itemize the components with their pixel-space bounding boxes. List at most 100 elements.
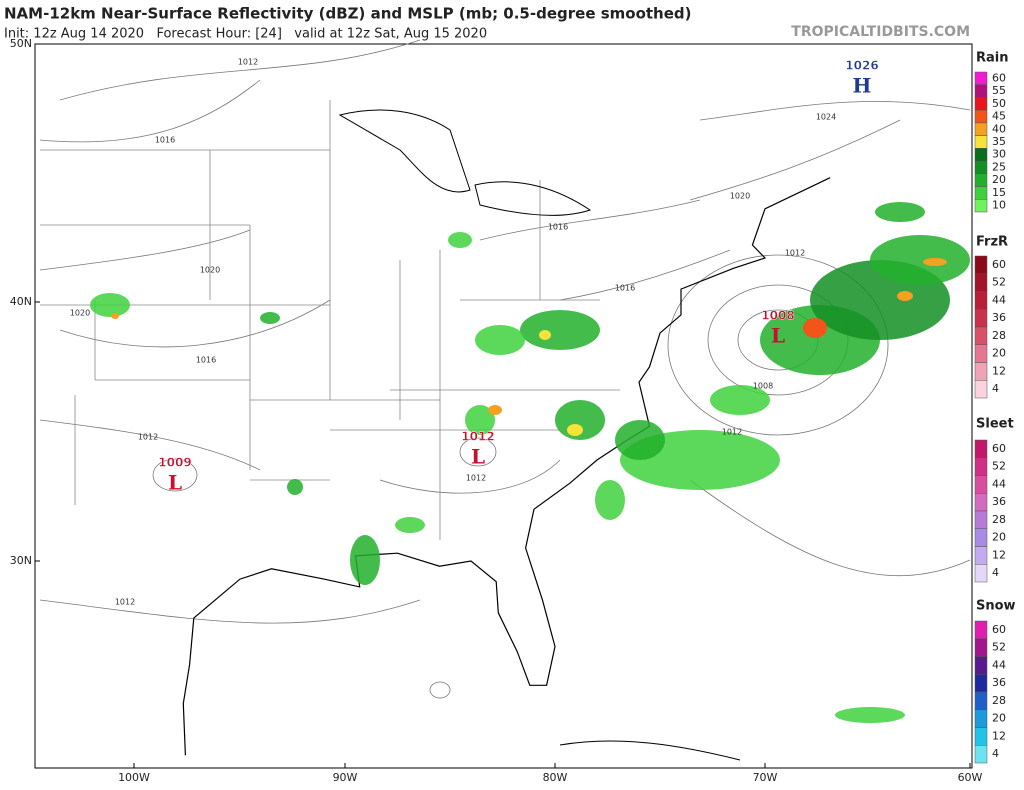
isobar (689, 479, 971, 577)
legend-label: 60 (992, 623, 1006, 636)
precip-area (835, 707, 905, 723)
isobar (39, 79, 261, 143)
isobar (479, 199, 701, 241)
isobar-label: 1024 (816, 113, 836, 122)
precip-area (350, 535, 380, 585)
legend-label: 55 (992, 84, 1006, 97)
isobar-label: 1016 (615, 284, 635, 293)
lat-label: 50N (10, 37, 32, 50)
legend-label: 20 (992, 712, 1006, 725)
legend-label: 52 (992, 460, 1006, 473)
subtitle: Init: 12z Aug 14 2020 Forecast Hour: [24… (4, 27, 487, 42)
isobar-label: 1012 (722, 428, 742, 437)
isobar (699, 101, 971, 121)
isobar-label: 1020 (70, 309, 90, 318)
legend-swatch (974, 109, 988, 124)
lon-label: 90W (333, 771, 358, 784)
legend-swatch (974, 691, 988, 710)
precip-area (448, 232, 472, 248)
isobar (689, 119, 901, 201)
center-letter: H (853, 74, 872, 98)
legend-label: 45 (992, 110, 1006, 123)
legend-swatch (974, 122, 988, 136)
legend-label: 20 (992, 531, 1006, 544)
legend-label: 12 (992, 729, 1006, 742)
title: NAM-12km Near-Surface Reflectivity (dBZ)… (4, 5, 692, 23)
legend-swatch (974, 528, 988, 547)
legend-label: 28 (992, 329, 1006, 342)
legend-swatch (974, 727, 988, 746)
isobar-label: 1012 (466, 474, 486, 483)
legend-label: 28 (992, 694, 1006, 707)
center-value: 1008 (761, 309, 794, 323)
precip-area (520, 310, 600, 350)
legend-swatch (974, 148, 988, 162)
legend-label: 44 (992, 293, 1006, 306)
lat-label: 40N (10, 295, 32, 308)
legend-swatch (974, 255, 988, 274)
legend-label: 44 (992, 658, 1006, 671)
legend-swatch (974, 186, 988, 200)
lon-label: 80W (543, 771, 568, 784)
legend-swatch (974, 344, 988, 363)
precip-core (803, 318, 827, 338)
map: 1012 1016 1020 1016 1020 1012 1012 1012 1016 1016… (39, 39, 971, 761)
isobar-label: 1016 (196, 356, 216, 365)
legend-label: 35 (992, 135, 1006, 148)
legend-label: 60 (992, 71, 1006, 84)
legend-label: 36 (992, 311, 1006, 324)
precip-core (897, 291, 913, 301)
legend-label: 36 (992, 676, 1006, 689)
legend-swatch (974, 380, 988, 399)
legend-swatch (974, 638, 988, 657)
legend-swatch (974, 160, 988, 175)
legend-swatch (974, 173, 988, 187)
precip-area (595, 480, 625, 520)
legend-swatch (974, 745, 988, 764)
legend-label: 4 (992, 566, 999, 579)
legend-swatch (974, 326, 988, 345)
center-letter: L (471, 445, 485, 469)
legend-swatch (974, 199, 988, 213)
legend-swatch (974, 362, 988, 381)
legend-title: FrzR (976, 235, 1008, 250)
legend-label: 52 (992, 641, 1006, 654)
precip-area (710, 385, 770, 415)
precip-area (287, 479, 303, 495)
legend-swatch (974, 674, 988, 693)
great-lakes (338, 109, 592, 216)
isobar-ring (667, 254, 889, 436)
isobar (559, 249, 731, 301)
precip-core (567, 424, 583, 436)
legend-label: 25 (992, 160, 1006, 173)
isobar (39, 599, 421, 624)
isobar-label: 1016 (155, 136, 175, 145)
legend-label: 4 (992, 382, 999, 395)
legend-swatch (974, 709, 988, 728)
legend-label: 40 (992, 122, 1006, 135)
lon-label: 70W (753, 771, 778, 784)
legend-label: 12 (992, 548, 1006, 561)
precip-area (465, 405, 495, 435)
legend-swatch (974, 493, 988, 512)
legend-label: 30 (992, 148, 1006, 161)
legend-swatch (974, 510, 988, 529)
isobar-ring (429, 681, 451, 699)
cuba (559, 740, 741, 761)
legend-label: 10 (992, 199, 1006, 212)
isobar-label: 1012 (238, 58, 258, 67)
legend-label: 52 (992, 276, 1006, 289)
legend-label: 20 (992, 347, 1006, 360)
precip-area (395, 517, 425, 533)
coastline (182, 177, 831, 756)
legend-label: 60 (992, 442, 1006, 455)
center-letter: L (771, 324, 785, 348)
legend-swatch (974, 135, 988, 149)
legend-swatch (974, 71, 988, 85)
legend-label: 60 (992, 258, 1006, 271)
legend-swatch (974, 656, 988, 675)
center-value: 1009 (158, 456, 191, 470)
legend-swatch (974, 309, 988, 328)
legend-label: 12 (992, 364, 1006, 377)
